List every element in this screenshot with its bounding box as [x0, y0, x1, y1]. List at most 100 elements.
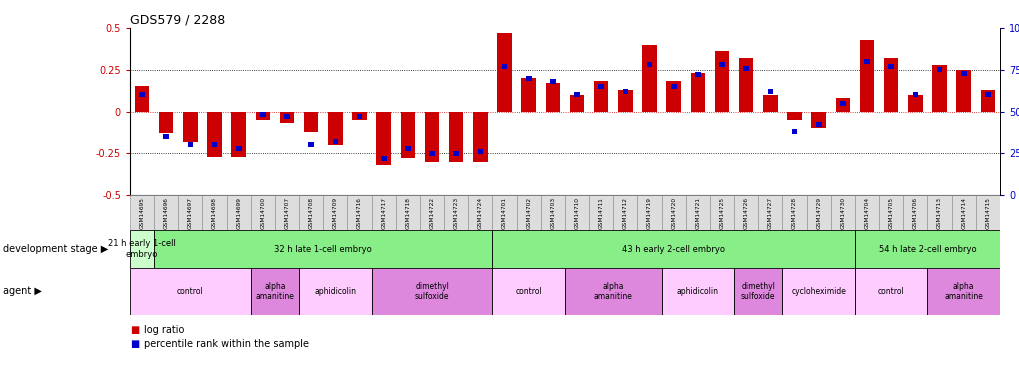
Bar — [690, 73, 704, 111]
Text: GSM14728: GSM14728 — [792, 197, 796, 229]
Bar — [642, 45, 656, 111]
Text: 32 h late 1-cell embryo: 32 h late 1-cell embryo — [274, 244, 372, 254]
Text: control: control — [877, 287, 904, 296]
Bar — [521, 78, 535, 111]
Bar — [931, 65, 946, 111]
Bar — [279, 111, 294, 123]
Bar — [888, 64, 894, 69]
Bar — [694, 72, 700, 77]
Bar — [376, 111, 390, 165]
Bar — [787, 111, 801, 120]
Bar — [299, 268, 371, 315]
Bar — [448, 111, 463, 162]
Bar — [766, 89, 772, 94]
Text: GSM14707: GSM14707 — [284, 197, 289, 229]
Bar — [574, 92, 580, 97]
Text: GSM14718: GSM14718 — [405, 197, 410, 229]
Bar — [570, 95, 584, 111]
Bar — [477, 149, 483, 154]
Text: dimethyl
sulfoxide: dimethyl sulfoxide — [415, 282, 449, 301]
Bar — [951, 195, 975, 230]
Bar — [840, 100, 845, 106]
Bar — [357, 114, 362, 119]
Bar — [878, 195, 903, 230]
Bar — [661, 195, 685, 230]
Bar — [526, 76, 531, 81]
Bar — [299, 195, 323, 230]
Text: 21 h early 1-cell
embryо: 21 h early 1-cell embryо — [108, 239, 176, 259]
Bar — [207, 111, 221, 157]
Bar — [762, 95, 776, 111]
Bar — [492, 268, 565, 315]
Bar — [256, 111, 270, 120]
Bar — [251, 195, 275, 230]
Bar — [260, 112, 266, 117]
Bar — [709, 195, 734, 230]
Bar — [637, 195, 661, 230]
Bar — [452, 151, 459, 156]
Bar — [618, 90, 632, 111]
Bar — [589, 195, 612, 230]
Bar — [782, 268, 854, 315]
Bar — [935, 67, 942, 72]
Bar — [883, 58, 898, 111]
Text: GSM14712: GSM14712 — [623, 197, 628, 229]
Bar — [545, 83, 559, 111]
Bar — [332, 139, 338, 144]
Bar — [323, 195, 347, 230]
Bar — [593, 81, 608, 111]
Bar — [468, 195, 492, 230]
Text: GSM14727: GSM14727 — [767, 197, 772, 229]
Bar — [612, 195, 637, 230]
Bar — [907, 95, 922, 111]
Bar — [661, 268, 734, 315]
Bar — [734, 268, 782, 315]
Bar — [926, 268, 999, 315]
Bar — [863, 59, 869, 64]
Bar — [979, 90, 995, 111]
Text: GSM14726: GSM14726 — [743, 197, 748, 229]
Bar — [517, 195, 540, 230]
Text: GSM14724: GSM14724 — [478, 197, 482, 229]
Text: GDS579 / 2288: GDS579 / 2288 — [129, 13, 225, 26]
Text: cycloheximide: cycloheximide — [791, 287, 846, 296]
Text: alpha
amanitine: alpha amanitine — [256, 282, 294, 301]
Text: GSM14697: GSM14697 — [187, 197, 193, 229]
Bar — [501, 64, 507, 69]
Bar — [251, 268, 299, 315]
Text: GSM14714: GSM14714 — [960, 197, 965, 229]
Text: GSM14704: GSM14704 — [864, 197, 869, 229]
Text: GSM14723: GSM14723 — [453, 197, 459, 229]
Text: log ratio: log ratio — [144, 325, 184, 335]
Bar — [425, 111, 439, 162]
Text: control: control — [515, 287, 541, 296]
Bar — [187, 142, 194, 147]
Bar — [473, 111, 487, 162]
Bar — [235, 146, 242, 151]
Text: 54 h late 2-cell embryo: 54 h late 2-cell embryo — [877, 244, 975, 254]
Text: agent ▶: agent ▶ — [3, 286, 42, 297]
Bar — [830, 195, 854, 230]
Bar — [912, 92, 917, 97]
Text: GSM14706: GSM14706 — [912, 197, 917, 229]
Text: GSM14696: GSM14696 — [164, 197, 168, 229]
Text: ■: ■ — [129, 339, 140, 349]
Bar — [129, 268, 251, 315]
Bar — [405, 146, 411, 151]
Bar — [739, 58, 753, 111]
Bar — [984, 92, 989, 97]
Bar — [549, 79, 555, 84]
Bar — [163, 134, 169, 139]
Bar — [492, 230, 854, 268]
Text: development stage ▶: development stage ▶ — [3, 244, 108, 254]
Bar — [975, 195, 999, 230]
Bar — [497, 33, 512, 111]
Bar — [183, 111, 198, 141]
Bar — [420, 195, 443, 230]
Bar — [782, 195, 806, 230]
Bar — [565, 195, 589, 230]
Bar — [757, 195, 782, 230]
Text: alpha
amanitine: alpha amanitine — [944, 282, 982, 301]
Bar — [154, 230, 492, 268]
Bar — [540, 195, 565, 230]
